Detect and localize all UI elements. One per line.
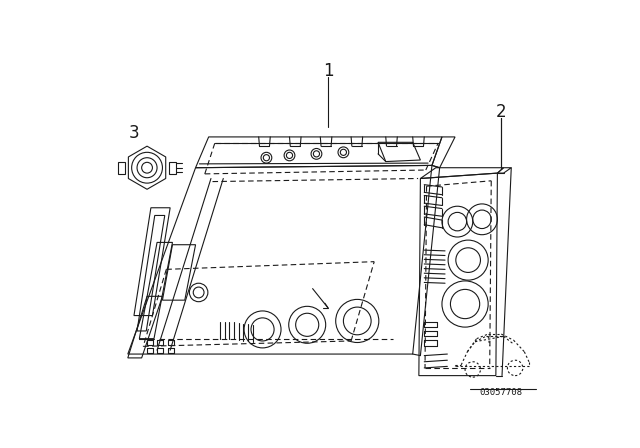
Text: 3: 3 [129, 124, 140, 142]
Text: 03057708: 03057708 [480, 388, 523, 397]
Text: 2: 2 [496, 103, 507, 121]
Text: 1: 1 [323, 62, 333, 80]
